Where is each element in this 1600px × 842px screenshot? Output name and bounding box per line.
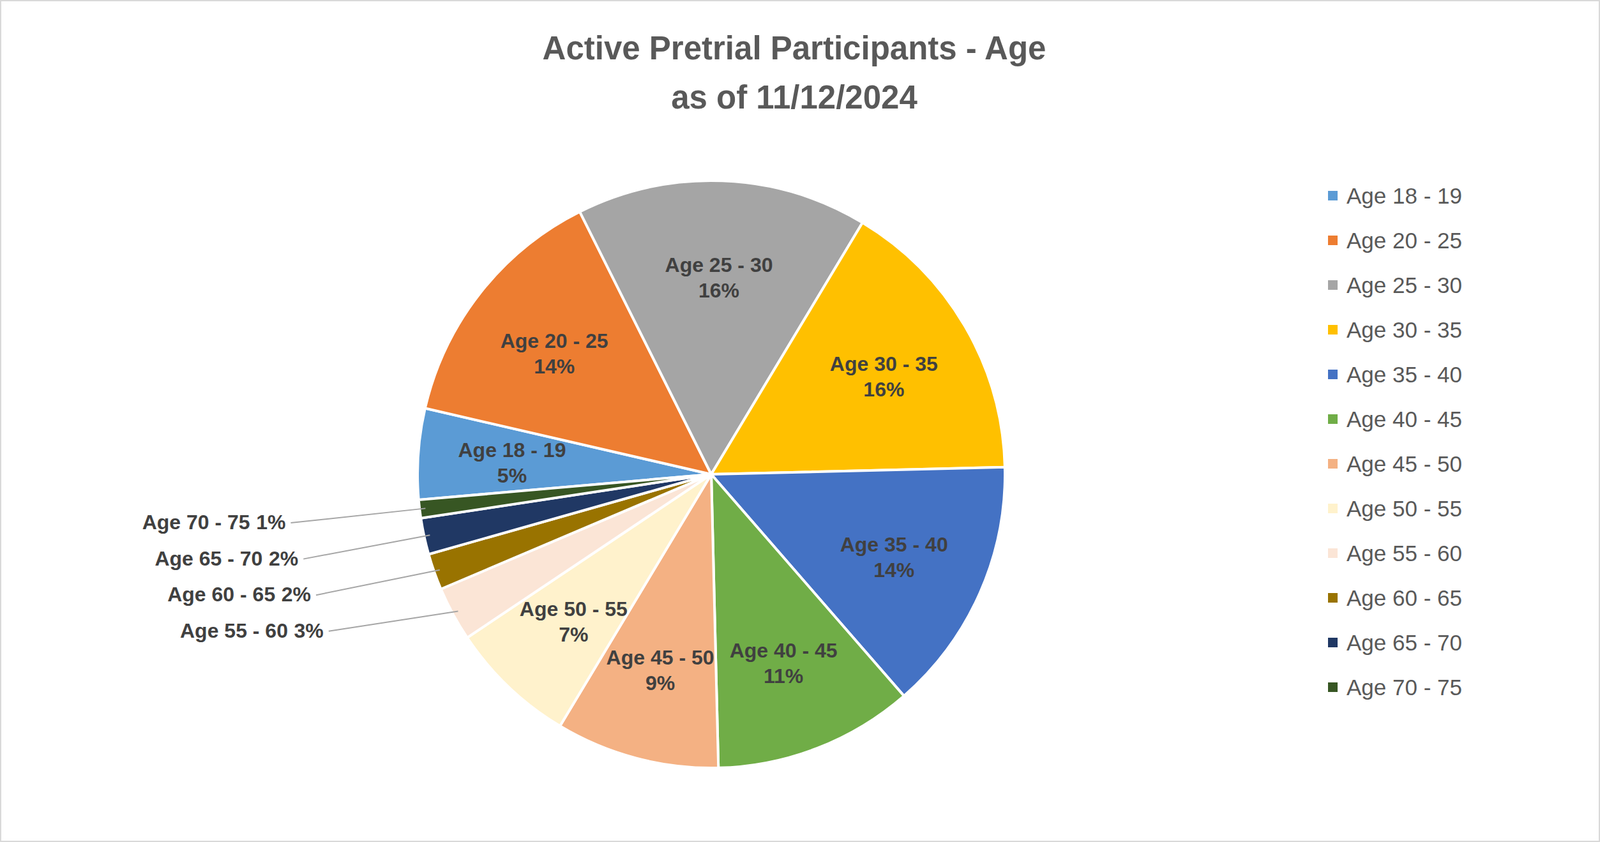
data-label-category: Age 20 - 25 (500, 329, 609, 353)
legend-item: Age 35 - 40 (1328, 362, 1463, 387)
data-label-category: Age 30 - 35 (830, 352, 938, 376)
legend-item: Age 25 - 30 (1328, 272, 1463, 298)
data-label-category: Age 60 - 65 (167, 582, 276, 606)
data-label-value: 14% (873, 558, 915, 582)
data-label-value: 14% (533, 354, 575, 378)
data-label-value: 2% (268, 547, 299, 571)
data-label-category: Age 25 - 30 (665, 253, 774, 277)
title: Active Pretrial Participants - Age (542, 30, 1047, 67)
legend-label: Age 65 - 70 (1346, 630, 1463, 656)
data-label: Age 18 - 195% (457, 438, 566, 488)
legend-item: Age 65 - 70 (1328, 630, 1463, 656)
legend-label: Age 25 - 30 (1346, 272, 1463, 298)
data-label: Age 50 - 557% (519, 597, 628, 647)
leader-line (328, 611, 459, 631)
pie-slice (711, 474, 905, 769)
leader-line (316, 570, 440, 596)
data-label-value: 9% (645, 671, 675, 695)
legend-item: Age 55 - 60 (1328, 540, 1463, 566)
legend-item: Age 50 - 55 (1328, 496, 1463, 521)
data-label-category: Age 35 - 40 (840, 533, 949, 557)
legend: Age 18 - 19 Age 20 - 25 Age 25 - 30 Age 30 … (1328, 183, 1463, 700)
legend-swatch (1328, 637, 1338, 648)
legend-label: Age 45 - 50 (1346, 451, 1463, 477)
pie-slice (418, 474, 712, 519)
legend-label: Age 60 - 65 (1346, 585, 1463, 611)
legend-item: Age 20 - 25 (1328, 227, 1463, 253)
pie: Age 18 - 195%Age 20 - 2514%Age 25 - 3016… (142, 180, 1005, 769)
legend-swatch (1328, 593, 1338, 603)
data-label-category: Age 55 - 60 (180, 619, 288, 643)
data-label: Age 25 - 3016% (665, 253, 774, 302)
legend-label: Age 20 - 25 (1346, 227, 1463, 253)
legend-label: Age 30 - 35 (1346, 317, 1463, 343)
legend-swatch (1328, 503, 1338, 514)
legend-item: Age 60 - 65 (1328, 585, 1463, 611)
legend-swatch (1328, 369, 1338, 380)
data-label-value: 3% (294, 619, 324, 643)
data-label: Age 70 - 751% (142, 510, 287, 534)
legend-label: Age 50 - 55 (1346, 496, 1463, 521)
data-label-value: 1% (256, 510, 286, 534)
legend-swatch (1328, 682, 1338, 693)
data-label-category: Age 45 - 50 (606, 646, 715, 670)
legend-label: Age 55 - 60 (1346, 540, 1463, 566)
legend-item: Age 40 - 45 (1328, 406, 1463, 432)
legend-swatch (1328, 190, 1338, 201)
data-label-category: Age 40 - 45 (729, 639, 838, 663)
data-label-value: 11% (763, 664, 804, 688)
data-label: Age 40 - 4511% (729, 639, 838, 688)
legend-label: Age 40 - 45 (1346, 406, 1463, 432)
legend-swatch (1328, 280, 1338, 290)
legend-item: Age 18 - 19 (1328, 183, 1463, 209)
data-label-category: Age 65 - 70 (154, 547, 263, 571)
data-label-value: 5% (497, 464, 527, 488)
legend-item: Age 45 - 50 (1328, 451, 1463, 477)
data-label: Age 45 - 509% (606, 646, 715, 695)
legend-item: Age 30 - 35 (1328, 317, 1463, 343)
legend-item: Age 70 - 75 (1328, 674, 1463, 700)
data-labels: Age 18 - 195%Age 20 - 2514%Age 25 - 3016… (142, 253, 949, 695)
data-label: Age 65 - 702% (154, 547, 299, 571)
data-label-category: Age 18 - 19 (457, 438, 566, 462)
data-label: Age 35 - 4014% (840, 533, 949, 582)
leader-line (303, 535, 430, 559)
data-label-value: 2% (281, 582, 311, 606)
data-label: Age 55 - 603% (180, 619, 324, 643)
data-label-value: 16% (863, 377, 905, 401)
data-label: Age 30 - 3516% (830, 352, 938, 401)
chart: Active Pretrial Participants - Age as of … (0, 0, 1600, 842)
chart-border (0, 0, 1600, 842)
legend-label: Age 35 - 40 (1346, 362, 1463, 387)
subtitle: as of 11/12/2024 (671, 79, 918, 116)
leader-line (290, 508, 426, 523)
legend-label: Age 70 - 75 (1346, 674, 1463, 700)
legend-swatch (1328, 548, 1338, 559)
legend-swatch (1328, 324, 1338, 335)
data-label: Age 20 - 2514% (500, 329, 609, 378)
data-label-value: 16% (698, 279, 740, 302)
data-label: Age 60 - 652% (167, 582, 311, 606)
legend-label: Age 18 - 19 (1346, 183, 1463, 209)
legend-swatch (1328, 459, 1338, 469)
data-label-value: 7% (558, 623, 589, 647)
legend-swatch (1328, 235, 1338, 246)
data-label-category: Age 70 - 75 (142, 510, 251, 534)
slices (417, 180, 1005, 769)
data-label-category: Age 50 - 55 (519, 597, 628, 621)
legend-swatch (1328, 414, 1338, 424)
